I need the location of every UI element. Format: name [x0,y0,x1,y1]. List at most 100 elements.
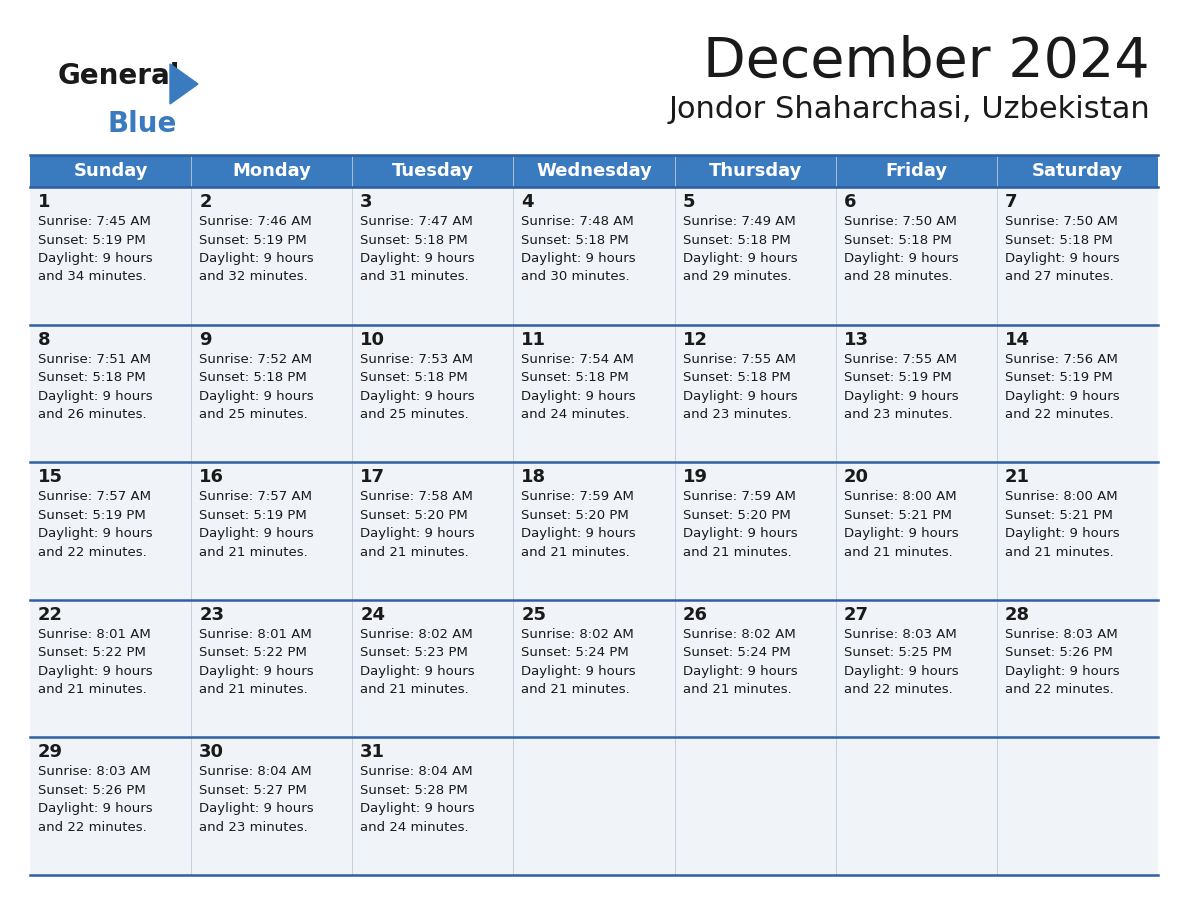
Text: 14: 14 [1005,330,1030,349]
Text: 29: 29 [38,744,63,761]
Text: and 21 minutes.: and 21 minutes. [360,683,469,696]
Text: and 21 minutes.: and 21 minutes. [683,545,791,559]
Text: Sunset: 5:26 PM: Sunset: 5:26 PM [1005,646,1113,659]
Text: Daylight: 9 hours: Daylight: 9 hours [843,665,959,677]
Text: Sunset: 5:19 PM: Sunset: 5:19 PM [200,233,307,247]
Text: Sunrise: 7:56 AM: Sunrise: 7:56 AM [1005,353,1118,365]
Text: Sunrise: 7:55 AM: Sunrise: 7:55 AM [843,353,956,365]
Bar [30,325,191,462]
Bar [997,599,1158,737]
Text: Daylight: 9 hours: Daylight: 9 hours [683,665,797,677]
Bar [513,599,675,737]
Text: Sunrise: 7:50 AM: Sunrise: 7:50 AM [843,215,956,228]
Text: 21: 21 [1005,468,1030,487]
Bar [835,187,997,325]
Text: 15: 15 [38,468,63,487]
Text: Sunrise: 7:57 AM: Sunrise: 7:57 AM [200,490,312,503]
Bar [191,462,353,599]
Text: Daylight: 9 hours: Daylight: 9 hours [1005,527,1119,540]
Text: 10: 10 [360,330,385,349]
Text: Daylight: 9 hours: Daylight: 9 hours [522,389,636,403]
Text: Daylight: 9 hours: Daylight: 9 hours [522,252,636,265]
Text: Daylight: 9 hours: Daylight: 9 hours [360,527,475,540]
Text: Sunrise: 7:59 AM: Sunrise: 7:59 AM [522,490,634,503]
Text: Sunset: 5:26 PM: Sunset: 5:26 PM [38,784,146,797]
Text: and 26 minutes.: and 26 minutes. [38,409,146,421]
Text: Sunset: 5:23 PM: Sunset: 5:23 PM [360,646,468,659]
Text: and 21 minutes.: and 21 minutes. [522,545,630,559]
Text: Sunset: 5:18 PM: Sunset: 5:18 PM [360,371,468,384]
Text: Daylight: 9 hours: Daylight: 9 hours [200,665,314,677]
Text: and 34 minutes.: and 34 minutes. [38,271,146,284]
Text: Sunrise: 7:47 AM: Sunrise: 7:47 AM [360,215,473,228]
Text: Daylight: 9 hours: Daylight: 9 hours [360,802,475,815]
Text: and 28 minutes.: and 28 minutes. [843,271,953,284]
Text: 8: 8 [38,330,51,349]
Text: Sunset: 5:20 PM: Sunset: 5:20 PM [683,509,790,521]
Text: Thursday: Thursday [708,162,802,180]
Text: 3: 3 [360,193,373,211]
Text: and 25 minutes.: and 25 minutes. [200,409,308,421]
Text: 19: 19 [683,468,708,487]
Text: and 27 minutes.: and 27 minutes. [1005,271,1113,284]
Text: and 21 minutes.: and 21 minutes. [200,545,308,559]
Text: 6: 6 [843,193,857,211]
Bar [835,462,997,599]
Text: Sunrise: 7:50 AM: Sunrise: 7:50 AM [1005,215,1118,228]
Text: Sunset: 5:18 PM: Sunset: 5:18 PM [1005,233,1113,247]
Text: 7: 7 [1005,193,1017,211]
Bar [997,737,1158,875]
Text: 27: 27 [843,606,868,624]
Bar [191,599,353,737]
Text: Sunrise: 7:58 AM: Sunrise: 7:58 AM [360,490,473,503]
Text: 20: 20 [843,468,868,487]
Bar [835,737,997,875]
Bar [30,155,1158,187]
Text: Jondor Shaharchasi, Uzbekistan: Jondor Shaharchasi, Uzbekistan [668,95,1150,124]
Text: Sunrise: 8:02 AM: Sunrise: 8:02 AM [360,628,473,641]
Text: Sunset: 5:27 PM: Sunset: 5:27 PM [200,784,307,797]
Text: 23: 23 [200,606,225,624]
Text: Daylight: 9 hours: Daylight: 9 hours [38,527,152,540]
Text: and 21 minutes.: and 21 minutes. [200,683,308,696]
Text: and 24 minutes.: and 24 minutes. [522,409,630,421]
Text: Daylight: 9 hours: Daylight: 9 hours [843,252,959,265]
Text: Sunrise: 7:54 AM: Sunrise: 7:54 AM [522,353,634,365]
Text: Sunrise: 8:01 AM: Sunrise: 8:01 AM [200,628,312,641]
Bar [513,737,675,875]
Text: and 21 minutes.: and 21 minutes. [38,683,147,696]
Text: 1: 1 [38,193,51,211]
Text: Daylight: 9 hours: Daylight: 9 hours [843,527,959,540]
Text: Sunrise: 7:59 AM: Sunrise: 7:59 AM [683,490,796,503]
Text: Sunrise: 8:02 AM: Sunrise: 8:02 AM [683,628,795,641]
Bar [30,599,191,737]
Bar [997,325,1158,462]
Text: 18: 18 [522,468,546,487]
Text: Daylight: 9 hours: Daylight: 9 hours [683,252,797,265]
Text: 12: 12 [683,330,708,349]
Bar [353,737,513,875]
Text: 5: 5 [683,193,695,211]
Bar [997,462,1158,599]
Text: Daylight: 9 hours: Daylight: 9 hours [38,802,152,815]
Text: Daylight: 9 hours: Daylight: 9 hours [683,389,797,403]
Text: 25: 25 [522,606,546,624]
Text: 28: 28 [1005,606,1030,624]
Text: 2: 2 [200,193,211,211]
Bar [353,325,513,462]
Bar [675,325,835,462]
Text: Daylight: 9 hours: Daylight: 9 hours [522,527,636,540]
Text: Daylight: 9 hours: Daylight: 9 hours [360,252,475,265]
Text: and 22 minutes.: and 22 minutes. [38,821,147,834]
Text: and 23 minutes.: and 23 minutes. [200,821,308,834]
Bar [353,462,513,599]
Text: Daylight: 9 hours: Daylight: 9 hours [38,389,152,403]
Text: 13: 13 [843,330,868,349]
Text: and 32 minutes.: and 32 minutes. [200,271,308,284]
Text: Daylight: 9 hours: Daylight: 9 hours [38,665,152,677]
Bar [513,462,675,599]
Bar [191,737,353,875]
Text: Sunset: 5:18 PM: Sunset: 5:18 PM [360,233,468,247]
Text: Sunset: 5:22 PM: Sunset: 5:22 PM [200,646,307,659]
Text: Sunrise: 7:48 AM: Sunrise: 7:48 AM [522,215,634,228]
